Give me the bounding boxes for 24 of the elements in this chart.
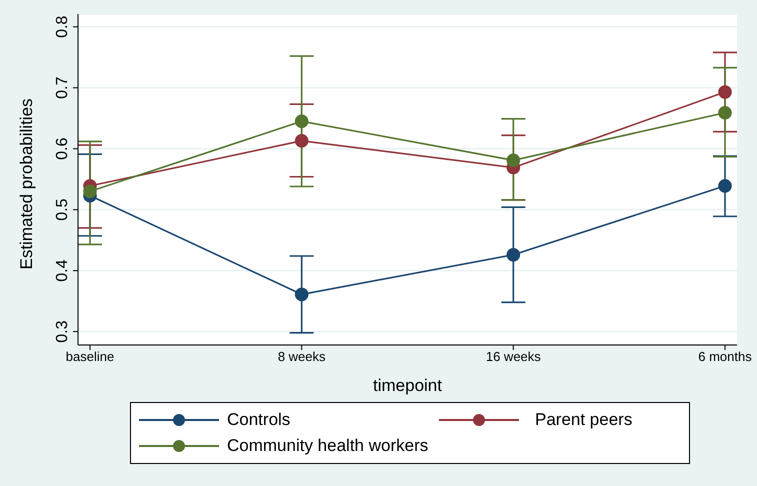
legend-label: Community health workers bbox=[227, 436, 428, 456]
point bbox=[294, 114, 308, 128]
point bbox=[294, 134, 308, 148]
y-tick-label: 0.5 bbox=[54, 198, 71, 221]
y-tick-label: 0.6 bbox=[54, 138, 71, 160]
point bbox=[506, 248, 520, 262]
legend-label: Parent peers bbox=[535, 410, 632, 430]
point bbox=[718, 106, 732, 120]
point bbox=[294, 288, 308, 302]
x-tick-label: 8 weeks bbox=[278, 349, 326, 364]
y-tick-label: 0.3 bbox=[54, 320, 71, 343]
x-tick-label: 6 months bbox=[698, 349, 752, 364]
x-tick-label: 16 weeks bbox=[486, 349, 542, 364]
point bbox=[83, 184, 97, 198]
y-tick-label: 0.8 bbox=[54, 16, 71, 38]
x-axis-title: timepoint bbox=[373, 376, 442, 395]
legend-label: Controls bbox=[227, 410, 290, 430]
x-tick-label: baseline bbox=[66, 349, 114, 364]
y-tick-label: 0.4 bbox=[54, 259, 71, 282]
y-axis-title: Estimated probabilities bbox=[17, 98, 36, 270]
point bbox=[718, 179, 732, 193]
y-tick-label: 0.7 bbox=[54, 76, 71, 99]
point bbox=[506, 154, 520, 168]
point bbox=[718, 85, 732, 99]
